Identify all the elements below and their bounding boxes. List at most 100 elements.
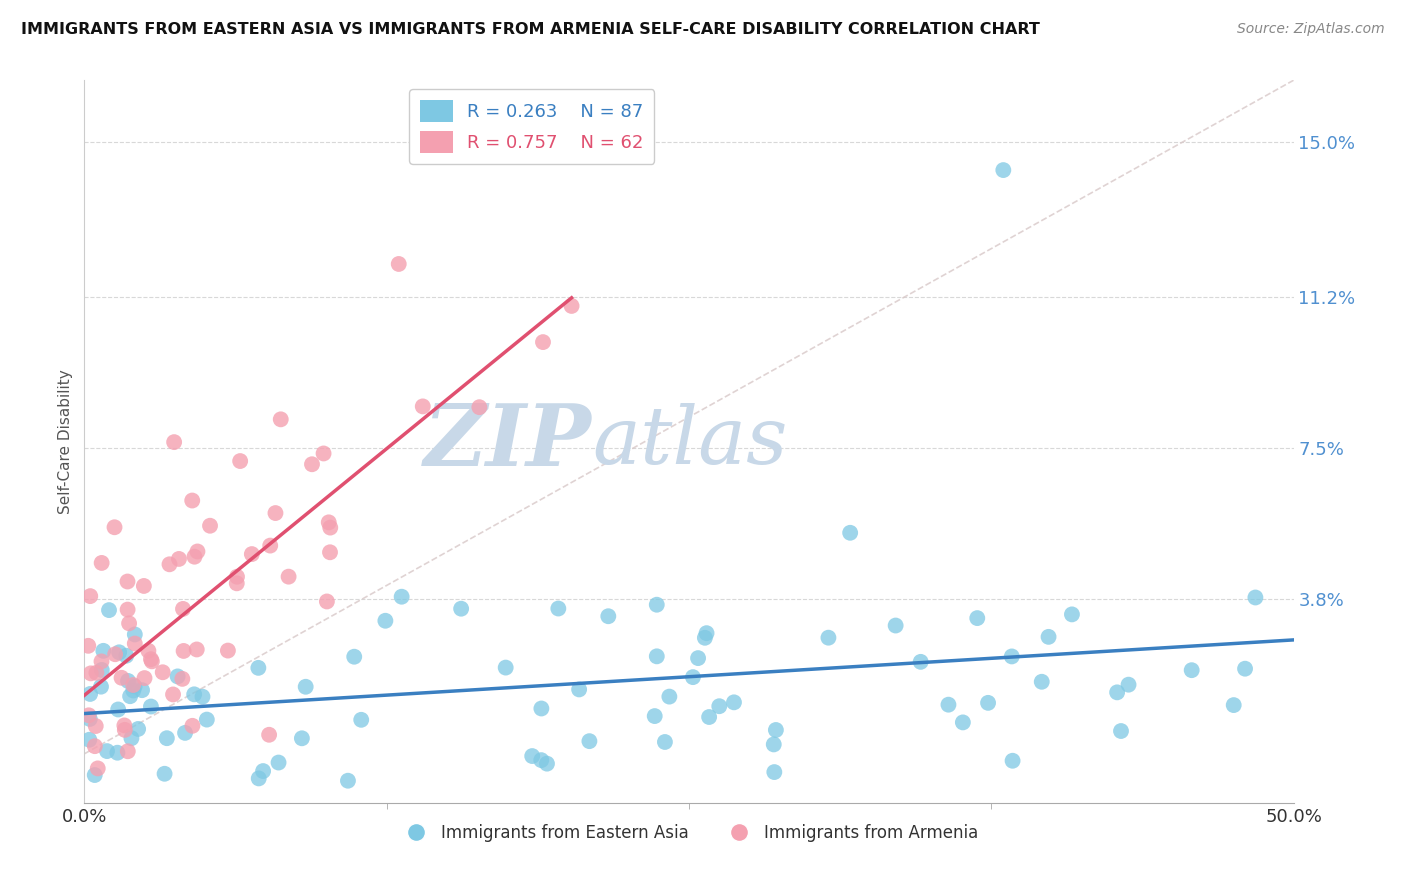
Point — [1118, 678, 1140, 692]
Point — [291, 731, 314, 746]
Point — [124, 627, 146, 641]
Point — [198, 518, 221, 533]
Point — [531, 335, 554, 350]
Point — [688, 651, 710, 665]
Point — [96, 744, 118, 758]
Point — [183, 549, 205, 564]
Point — [1234, 662, 1257, 676]
Point — [259, 539, 281, 553]
Point — [765, 723, 787, 737]
Legend: Immigrants from Eastern Asia, Immigrants from Armenia: Immigrants from Eastern Asia, Immigrants… — [392, 817, 986, 848]
Point — [225, 576, 247, 591]
Y-axis label: Self-Care Disability: Self-Care Disability — [58, 369, 73, 514]
Point — [343, 649, 366, 664]
Point — [115, 648, 138, 663]
Point — [117, 602, 139, 616]
Point — [252, 764, 274, 778]
Point — [80, 666, 103, 681]
Point — [229, 454, 252, 468]
Point — [1060, 607, 1083, 622]
Point — [966, 611, 988, 625]
Point — [167, 552, 190, 566]
Point — [247, 661, 270, 675]
Point — [127, 722, 149, 736]
Point — [86, 665, 108, 680]
Point — [84, 719, 107, 733]
Point — [312, 446, 335, 460]
Point — [522, 749, 544, 764]
Point — [884, 618, 907, 632]
Point — [156, 731, 179, 746]
Point — [977, 696, 1000, 710]
Point — [817, 631, 839, 645]
Point — [122, 683, 145, 698]
Point — [118, 616, 141, 631]
Point — [162, 688, 184, 702]
Point — [277, 569, 299, 583]
Point — [350, 713, 373, 727]
Point — [388, 257, 411, 271]
Point — [122, 678, 145, 692]
Point — [598, 609, 620, 624]
Point — [723, 695, 745, 709]
Point — [658, 690, 681, 704]
Point — [495, 660, 517, 674]
Point — [1038, 630, 1060, 644]
Point — [131, 683, 153, 698]
Point — [839, 525, 862, 540]
Point — [83, 768, 105, 782]
Point — [654, 735, 676, 749]
Point — [174, 726, 197, 740]
Point — [90, 680, 112, 694]
Point — [79, 732, 101, 747]
Point — [90, 654, 112, 668]
Point — [709, 699, 731, 714]
Point — [117, 574, 139, 589]
Point — [301, 457, 323, 471]
Point — [79, 589, 101, 603]
Point — [468, 400, 491, 414]
Point — [191, 690, 214, 704]
Point — [124, 680, 146, 694]
Point — [181, 493, 204, 508]
Point — [90, 556, 112, 570]
Point — [1001, 754, 1024, 768]
Text: Source: ZipAtlas.com: Source: ZipAtlas.com — [1237, 22, 1385, 37]
Point — [530, 701, 553, 715]
Point — [104, 647, 127, 661]
Point — [578, 734, 600, 748]
Point — [112, 718, 135, 732]
Point — [181, 719, 204, 733]
Point — [536, 756, 558, 771]
Point — [117, 673, 139, 688]
Point — [132, 579, 155, 593]
Point — [561, 299, 583, 313]
Point — [172, 672, 194, 686]
Point — [226, 570, 249, 584]
Point — [90, 663, 112, 677]
Point — [1107, 685, 1129, 699]
Point — [98, 603, 121, 617]
Point — [108, 645, 131, 659]
Point — [1222, 698, 1244, 712]
Point — [910, 655, 932, 669]
Point — [697, 710, 720, 724]
Point — [319, 520, 342, 534]
Point — [120, 731, 142, 746]
Point — [183, 687, 205, 701]
Point — [696, 626, 718, 640]
Text: ZIP: ZIP — [425, 400, 592, 483]
Point — [120, 690, 142, 704]
Text: IMMIGRANTS FROM EASTERN ASIA VS IMMIGRANTS FROM ARMENIA SELF-CARE DISABILITY COR: IMMIGRANTS FROM EASTERN ASIA VS IMMIGRAN… — [21, 22, 1040, 37]
Point — [172, 602, 194, 616]
Point — [645, 598, 668, 612]
Point — [138, 644, 160, 658]
Point — [114, 723, 136, 737]
Point — [124, 636, 146, 650]
Point — [153, 766, 176, 780]
Point — [107, 702, 129, 716]
Point — [110, 671, 132, 685]
Point — [938, 698, 960, 712]
Point — [257, 728, 280, 742]
Point — [267, 756, 290, 770]
